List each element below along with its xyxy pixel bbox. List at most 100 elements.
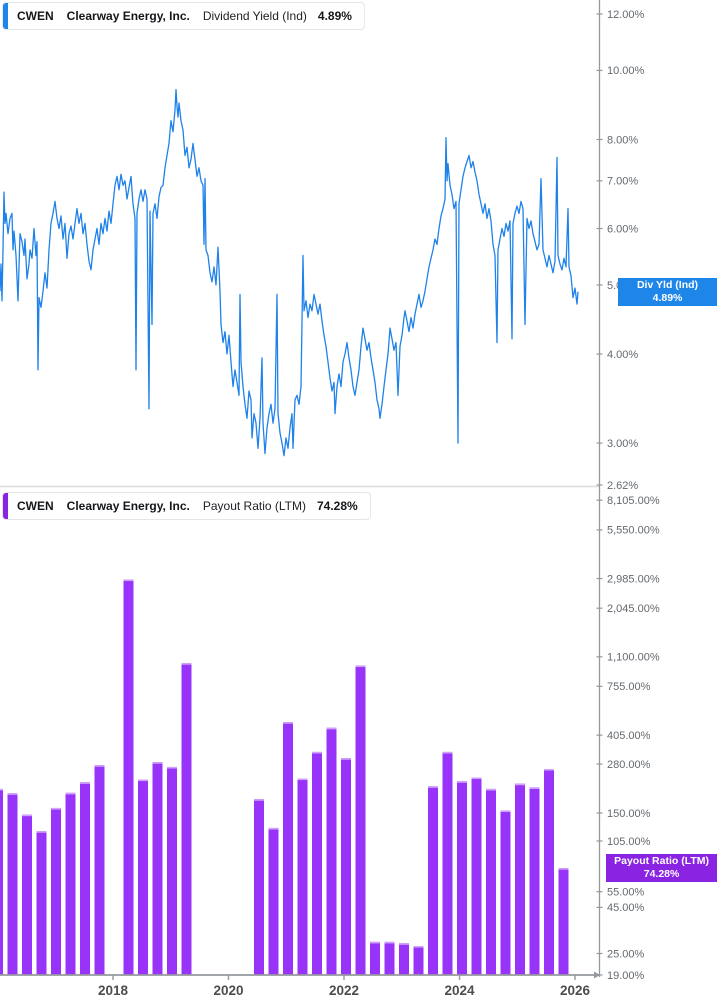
payout-ratio-bar[interactable] xyxy=(94,765,105,975)
payout-ratio-bar-cap xyxy=(515,783,525,786)
badge-value: 4.89% xyxy=(652,292,683,304)
payout-ratio-bar-cap xyxy=(152,762,163,764)
payout-ratio-bar-cap xyxy=(471,777,482,780)
payout-ratio-bar-cap xyxy=(457,781,467,783)
payout-ratio-bar[interactable] xyxy=(254,799,264,975)
payout-ratio-bar[interactable] xyxy=(544,768,554,975)
payout-ratio-bar-cap xyxy=(544,768,554,771)
payout-ratio-bar[interactable] xyxy=(65,792,76,975)
payout-ratio-axis-badge: Payout Ratio (LTM) 74.28% xyxy=(606,854,717,882)
badge-label: Payout Ratio (LTM) xyxy=(614,855,709,867)
payout-ratio-bar[interactable] xyxy=(268,827,279,975)
payout-ratio-bar[interactable] xyxy=(384,941,395,975)
x-axis-year-label: 2024 xyxy=(444,983,475,998)
payout-ratio-bar-cap xyxy=(283,722,293,724)
payout-ratio-bar[interactable] xyxy=(167,766,177,975)
ticker-symbol: CWEN xyxy=(17,9,54,23)
payout-axis-tick-label: 405.00% xyxy=(607,730,651,742)
payout-ratio-bar-cap xyxy=(312,751,322,754)
payout-ratio-bar-cap xyxy=(326,727,337,730)
div-yld-axis-tick-label: 12.00% xyxy=(607,9,645,21)
payout-ratio-bar[interactable] xyxy=(529,787,540,975)
payout-axis-tick-label: 19.00% xyxy=(607,970,645,982)
payout-ratio-bar[interactable] xyxy=(123,579,134,975)
purple-accent-bar xyxy=(3,493,8,519)
payout-ratio-bar[interactable] xyxy=(7,793,18,975)
payout-ratio-bar-cap xyxy=(370,941,380,944)
div-yld-axis-badge: Div Yld (Ind) 4.89% xyxy=(618,278,717,306)
payout-ratio-bar[interactable] xyxy=(152,762,163,975)
payout-axis-tick-label: 2,985.00% xyxy=(607,573,660,585)
payout-ratio-bar[interactable] xyxy=(355,665,366,975)
payout-ratio-bar[interactable] xyxy=(51,807,61,975)
x-axis-arrow-icon xyxy=(594,971,600,979)
dividend-yield-legend-chip[interactable]: CWEN Clearway Energy, Inc. Dividend Yiel… xyxy=(2,2,365,30)
payout-axis-tick-label: 2,045.00% xyxy=(607,603,660,615)
payout-axis-tick-label: 150.00% xyxy=(607,808,651,820)
payout-ratio-bar[interactable] xyxy=(0,788,3,975)
payout-ratio-bar-cap xyxy=(486,788,496,791)
payout-ratio-bar[interactable] xyxy=(413,946,424,975)
payout-axis-tick-label: 45.00% xyxy=(607,902,645,914)
company-name: Clearway Energy, Inc. xyxy=(66,499,190,513)
payout-ratio-bar[interactable] xyxy=(181,663,192,975)
x-axis-year-label: 2022 xyxy=(329,983,359,998)
payout-ratio-bar-cap xyxy=(94,765,105,767)
div-yld-axis-tick-label: 6.00% xyxy=(607,223,638,235)
div-yld-axis-tick-label: 10.00% xyxy=(607,65,645,77)
x-axis-year-label: 2020 xyxy=(213,983,243,998)
payout-ratio-bar[interactable] xyxy=(399,943,409,975)
div-yld-axis-tick-label: 2.62% xyxy=(607,480,638,492)
payout-ratio-bar-cap xyxy=(413,946,424,948)
payout-ratio-bar-cap xyxy=(384,941,395,944)
payout-ratio-bar[interactable] xyxy=(558,868,569,975)
payout-ratio-bar-cap xyxy=(80,782,90,784)
payout-axis-tick-label: 25.00% xyxy=(607,948,645,960)
payout-axis-tick-label: 55.00% xyxy=(607,886,645,898)
payout-ratio-bar[interactable] xyxy=(500,810,511,975)
payout-ratio-bar[interactable] xyxy=(428,786,438,975)
ticker-symbol: CWEN xyxy=(17,499,54,513)
payout-ratio-bar[interactable] xyxy=(442,751,453,975)
payout-ratio-bar[interactable] xyxy=(471,777,482,975)
company-name: Clearway Energy, Inc. xyxy=(66,9,190,23)
payout-ratio-bar[interactable] xyxy=(515,783,525,975)
payout-ratio-bar[interactable] xyxy=(326,727,337,975)
payout-ratio-bar[interactable] xyxy=(283,722,293,975)
div-yld-axis-tick-label: 3.00% xyxy=(607,438,638,450)
payout-axis-tick-label: 1,100.00% xyxy=(607,652,660,664)
payout-ratio-bar[interactable] xyxy=(80,782,90,975)
badge-value: 74.28% xyxy=(643,868,680,880)
payout-ratio-bar-cap xyxy=(181,663,192,665)
payout-ratio-bar[interactable] xyxy=(138,779,148,975)
payout-ratio-bar[interactable] xyxy=(370,941,380,975)
payout-ratio-bar-cap xyxy=(65,792,76,795)
payout-ratio-bar[interactable] xyxy=(341,758,351,975)
metric-name: Dividend Yield (Ind) xyxy=(202,9,307,23)
payout-ratio-bar[interactable] xyxy=(486,788,496,975)
payout-ratio-bar-cap xyxy=(51,807,61,810)
payout-ratio-bar-cap xyxy=(428,786,438,788)
payout-ratio-bar-cap xyxy=(167,766,177,769)
payout-ratio-bar-cap xyxy=(558,868,569,870)
x-axis-year-label: 2026 xyxy=(560,983,591,998)
payout-ratio-bar[interactable] xyxy=(297,778,308,975)
payout-ratio-bar-cap xyxy=(399,943,409,945)
payout-ratio-bar[interactable] xyxy=(457,781,467,975)
payout-axis-tick-label: 755.00% xyxy=(607,681,651,693)
payout-axis-tick-label: 105.00% xyxy=(607,836,651,848)
payout-ratio-bar[interactable] xyxy=(22,814,32,975)
payout-ratio-bar-cap xyxy=(297,778,308,781)
dividend-yield-line[interactable] xyxy=(0,88,579,457)
payout-ratio-bar[interactable] xyxy=(36,831,47,975)
payout-ratio-bar-cap xyxy=(0,788,3,791)
payout-axis-tick-label: 280.00% xyxy=(607,759,651,771)
payout-axis-tick-label: 8,105.00% xyxy=(607,495,660,507)
payout-ratio-bar[interactable] xyxy=(312,751,322,975)
badge-label: Div Yld (Ind) xyxy=(636,279,699,291)
payout-axis-tick-label: 5,550.00% xyxy=(607,525,660,537)
div-yld-axis-tick-label: 8.00% xyxy=(607,134,638,146)
payout-ratio-legend-chip[interactable]: CWEN Clearway Energy, Inc. Payout Ratio … xyxy=(2,492,371,520)
